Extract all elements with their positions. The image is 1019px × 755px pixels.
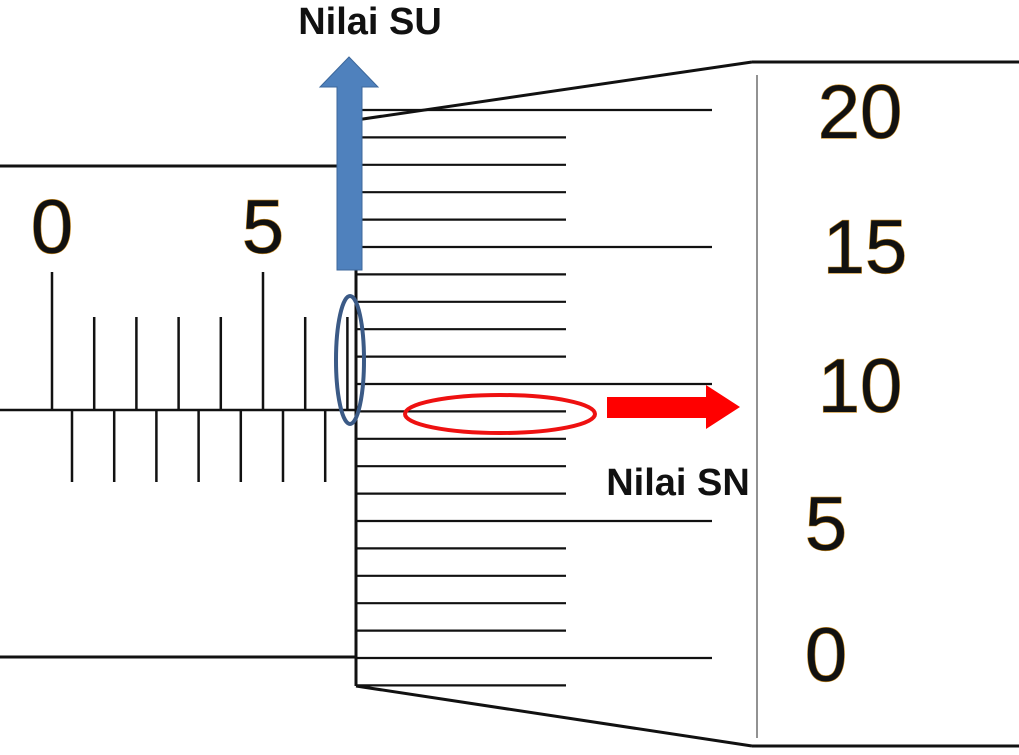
thimble-number-15: 15	[823, 205, 908, 290]
thimble-top-bevel	[355, 60, 753, 122]
main-scale-number-5: 5	[242, 185, 284, 270]
main-scale-reading-marker	[334, 294, 366, 426]
thimble-scale-numbers: 20 15 10 5 0	[804, 69, 908, 698]
main-scale-ticks	[50, 272, 349, 482]
annotations: Nilai SU Nilai SN	[298, 1, 750, 504]
main-scale-number-0: 0	[31, 185, 73, 270]
thimble-number-5: 5	[805, 482, 847, 567]
thimble-scale-ticks	[356, 108, 712, 687]
thimble-number-10: 10	[818, 344, 903, 429]
thimble-bottom-bevel	[355, 684, 753, 748]
main-scale-numbers: 0 5	[30, 184, 284, 270]
label-nilai-su: Nilai SU	[298, 1, 442, 43]
thimble-reading-marker	[403, 393, 597, 435]
label-nilai-sn: Nilai SN	[606, 462, 750, 504]
arrow-right-icon	[607, 385, 740, 429]
arrow-up-icon	[318, 56, 380, 271]
thimble-number-0: 0	[805, 613, 847, 698]
thimble-number-20: 20	[818, 70, 903, 155]
